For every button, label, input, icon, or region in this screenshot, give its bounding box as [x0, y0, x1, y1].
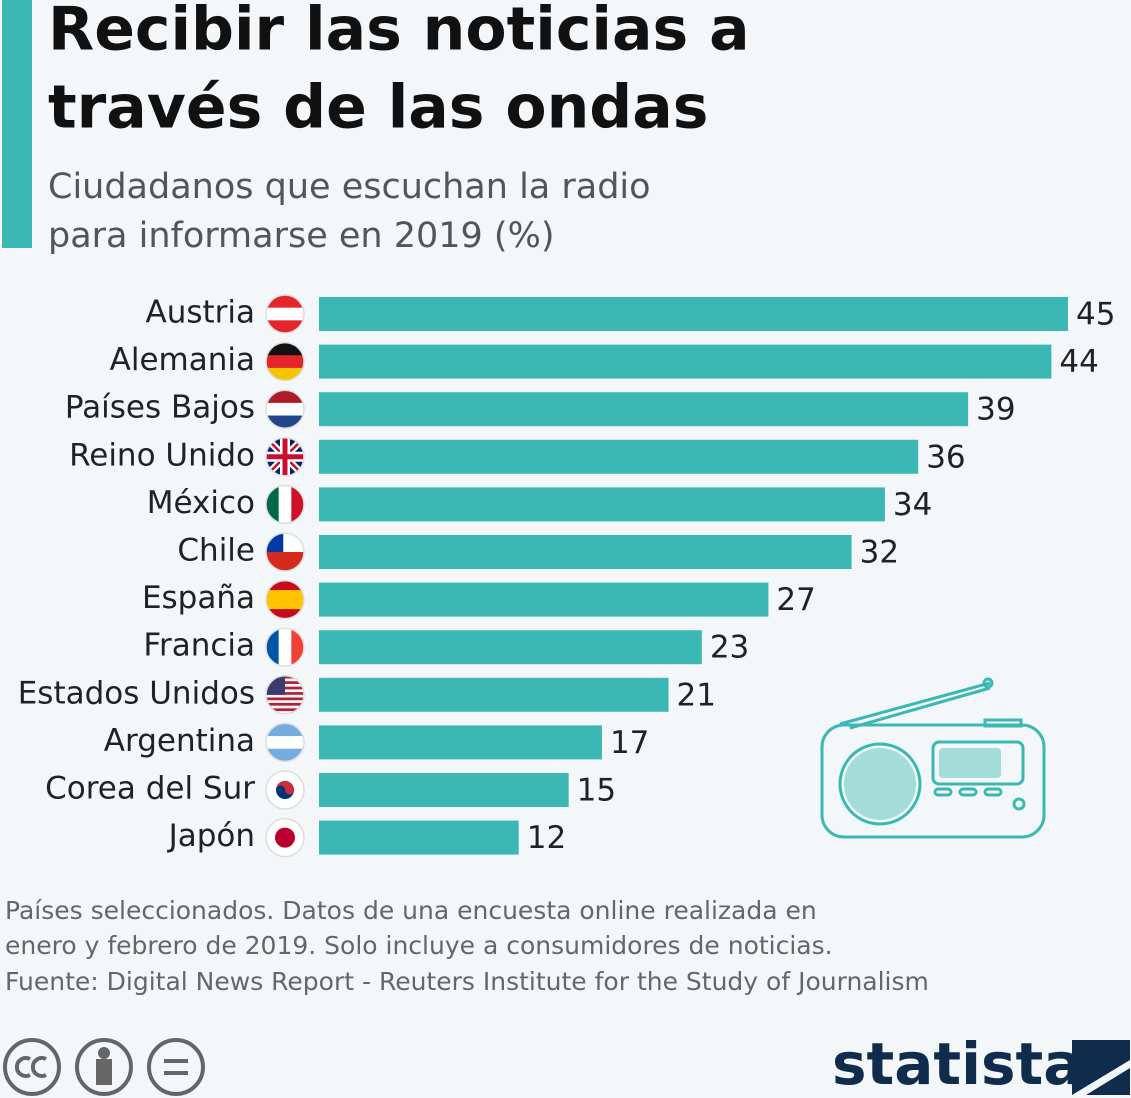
flag-stripe [266, 708, 304, 712]
bar [319, 582, 769, 617]
category-label: Reino Unido [69, 437, 255, 473]
flag-stripe [278, 485, 292, 524]
chart-subtitle: para informarse en 2019 (%) [48, 216, 554, 256]
flag-border [265, 484, 305, 525]
value-label: 12 [527, 820, 566, 856]
value-label: 15 [577, 773, 616, 809]
bar [319, 487, 885, 522]
category-label: Corea del Sur [45, 771, 255, 807]
flag-stripe [266, 580, 304, 591]
chart-subtitle: Ciudadanos que escuchan la radio [48, 167, 651, 207]
bar [319, 297, 1068, 331]
bar [319, 773, 569, 807]
value-label: 45 [1076, 297, 1115, 333]
flag-border [265, 294, 305, 334]
bar [319, 820, 519, 855]
flag-stripe [266, 609, 304, 619]
logo: statista [832, 1030, 1082, 1098]
bar [319, 725, 602, 760]
bar [319, 392, 969, 427]
category-label: México [147, 485, 255, 521]
category-label: Argentina [104, 723, 255, 759]
category-label: Japón [167, 818, 255, 854]
flag-stripe [266, 702, 304, 706]
flag-border [265, 627, 305, 667]
chart-title: través de las ondas [48, 73, 708, 143]
flag-border [265, 437, 305, 477]
value-label: 23 [710, 630, 749, 666]
flag-stripe [266, 355, 304, 369]
flag-stripe [266, 697, 304, 701]
flag-border [265, 341, 305, 382]
flag-stripe [278, 628, 292, 667]
flag-stripe [266, 402, 304, 417]
chart-title: Recibir las noticias a [48, 0, 750, 65]
flag-cross [266, 437, 304, 476]
flag-emblem [275, 827, 295, 848]
flag-border [265, 722, 305, 763]
bar [319, 677, 669, 712]
flag-border [265, 770, 305, 810]
flag [266, 771, 304, 809]
bar [319, 535, 852, 569]
bar [319, 630, 702, 665]
value-label: 34 [893, 487, 932, 523]
category-label: Austria [145, 295, 255, 331]
accent-bar [2, 0, 32, 248]
value-label: 17 [610, 725, 649, 761]
footnote: enero y febrero de 2019. Solo incluye a … [5, 931, 833, 960]
value-label: 32 [860, 535, 899, 571]
flag [266, 580, 304, 619]
value-label: 27 [776, 582, 815, 618]
flag-stripe [266, 599, 304, 610]
flag-border [265, 675, 305, 715]
flag [266, 437, 304, 476]
source: Fuente: Digital News Report - Reuters In… [5, 967, 929, 996]
flag [266, 533, 304, 571]
flag [266, 818, 304, 857]
flag-stripe [266, 552, 304, 571]
bar [319, 344, 1052, 379]
footnote: Países seleccionados. Datos de una encue… [5, 896, 817, 925]
flag-border [265, 579, 305, 620]
category-label: Alemania [110, 342, 255, 378]
value-label: 39 [976, 392, 1015, 428]
flag-border [265, 389, 305, 429]
flag-border [265, 817, 305, 858]
flag-stripe [266, 590, 304, 601]
category-label: España [142, 580, 255, 616]
value-label: 44 [1059, 344, 1098, 380]
value-label: 21 [677, 677, 716, 713]
flag-stripe [266, 307, 304, 321]
category-label: Francia [143, 628, 255, 664]
category-label: Chile [177, 533, 255, 569]
radio-icon [820, 677, 1046, 839]
flag-emblem [276, 781, 294, 795]
license-icons [3, 1038, 205, 1096]
bar [319, 439, 919, 474]
flag-border [265, 532, 305, 572]
category-label: Estados Unidos [18, 675, 255, 711]
flag-stripe [266, 736, 304, 750]
category-label: Países Bajos [65, 390, 255, 426]
value-label: 36 [926, 439, 965, 475]
logo-mark [1072, 1040, 1130, 1095]
